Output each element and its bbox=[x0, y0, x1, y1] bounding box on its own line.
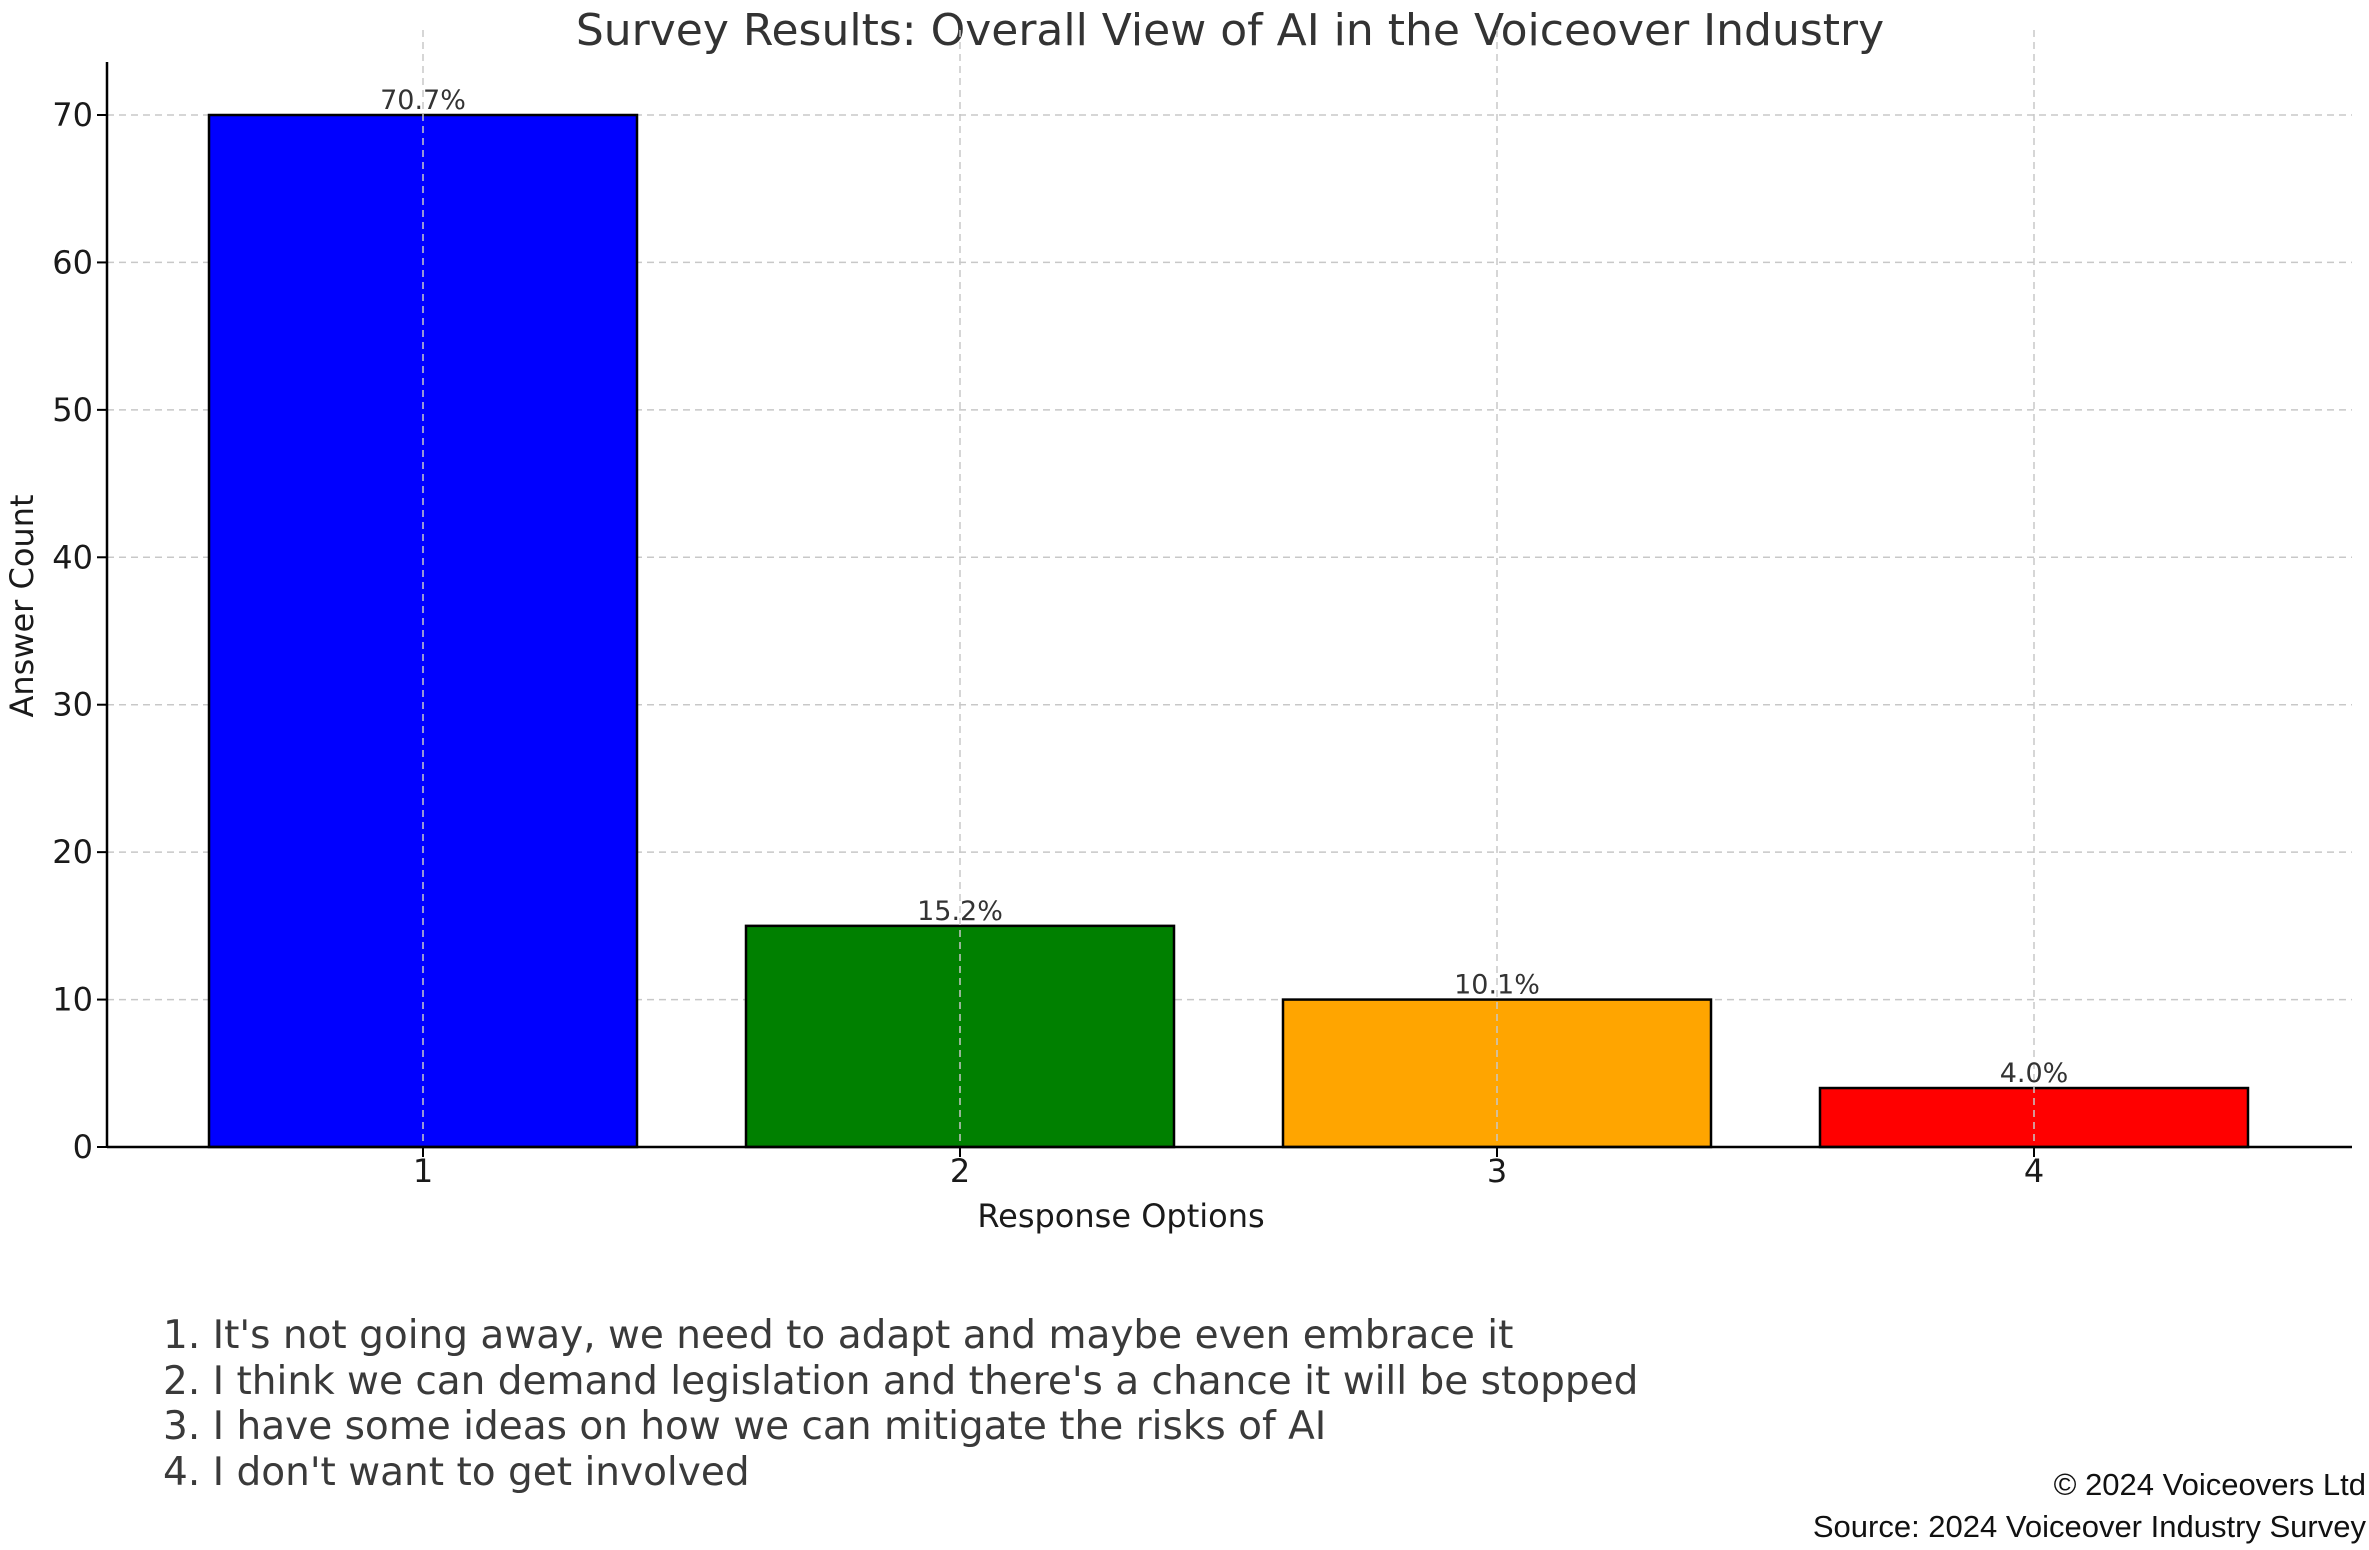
legend-item-4: 4. I don't want to get involved bbox=[163, 1449, 750, 1495]
legend-item-3: 3. I have some ideas on how we can mitig… bbox=[163, 1404, 1327, 1449]
bars bbox=[207, 113, 2250, 1149]
x-tick-label: 1 bbox=[413, 1152, 433, 1190]
response-options-legend: 1. It's not going away, we need to adapt… bbox=[163, 1313, 1638, 1495]
chart-title: Survey Results: Overall View of AI in th… bbox=[576, 5, 1884, 56]
y-tick-label: 0 bbox=[73, 1128, 93, 1166]
y-tick-label: 60 bbox=[52, 243, 93, 281]
x-axis-label: Response Options bbox=[977, 1197, 1264, 1235]
y-tick-label: 50 bbox=[52, 391, 93, 429]
chart-footer: © 2024 Voiceovers Ltd Source: 2024 Voice… bbox=[1813, 1464, 2366, 1548]
y-axis-label: Answer Count bbox=[3, 494, 41, 717]
bar-data-label: 70.7% bbox=[380, 85, 466, 116]
bar-data-label: 15.2% bbox=[917, 896, 1003, 927]
y-tick-label: 70 bbox=[52, 96, 93, 134]
y-axis-ticks: 0 10 20 30 40 50 60 70 bbox=[52, 96, 107, 1166]
vertical-gridlines bbox=[422, 30, 2035, 1147]
source-text: Source: 2024 Voiceover Industry Survey bbox=[1812, 1509, 2366, 1544]
legend-item-1: 1. It's not going away, we need to adapt… bbox=[163, 1313, 1514, 1358]
x-tick-label: 3 bbox=[1487, 1152, 1507, 1190]
x-tick-label: 2 bbox=[950, 1152, 970, 1190]
y-tick-label: 40 bbox=[52, 538, 93, 576]
bar-data-labels: 70.7% 15.2% 10.1% 4.0% bbox=[380, 85, 2068, 1089]
legend-item-2: 2. I think we can demand legislation and… bbox=[163, 1358, 1639, 1404]
y-tick-label: 10 bbox=[52, 981, 93, 1019]
x-axis-ticks: 1 2 3 4 bbox=[413, 1147, 2044, 1190]
y-tick-label: 20 bbox=[52, 833, 93, 871]
copyright-text: © 2024 Voiceovers Ltd bbox=[2053, 1467, 2366, 1502]
x-tick-label: 4 bbox=[2024, 1152, 2044, 1190]
y-tick-label: 30 bbox=[52, 686, 93, 724]
axes bbox=[105, 62, 2352, 1149]
bar-data-label: 10.1% bbox=[1454, 970, 1540, 1001]
bar-data-label: 4.0% bbox=[2000, 1058, 2069, 1089]
